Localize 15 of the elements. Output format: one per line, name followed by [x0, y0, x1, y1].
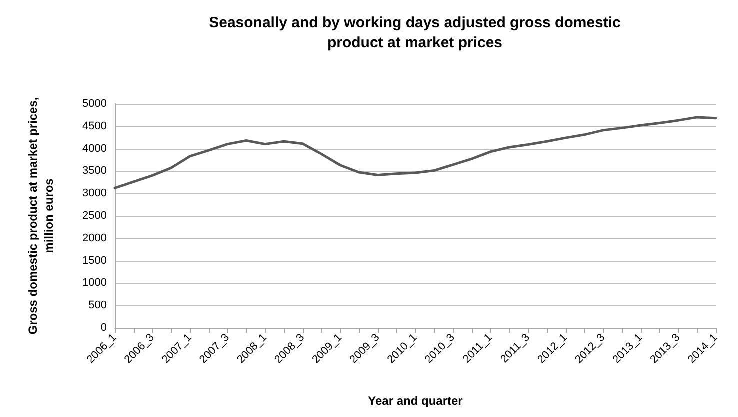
x-axis-title: Year and quarter — [368, 394, 464, 408]
y-tick-label: 4500 — [82, 120, 107, 132]
y-tick-label: 3500 — [82, 165, 107, 178]
y-tick-label: 5000 — [82, 98, 107, 110]
y-tick-label: 1000 — [82, 277, 107, 290]
chart-title: Seasonally and by working days adjusted gross domestic product at market prices — [209, 14, 621, 52]
y-tick-label: 4000 — [82, 142, 107, 155]
y-tick-label: 1500 — [82, 254, 107, 267]
y-tick-label: 2000 — [82, 232, 107, 244]
y-tick-label: 3000 — [82, 188, 107, 200]
y-axis-title: Gross domestic product at market prices, million euros — [26, 97, 56, 335]
line-series — [114, 116, 718, 190]
y-tick-label: 2500 — [82, 210, 107, 222]
y-tick-label: 500 — [88, 300, 107, 312]
y-tick-label: 0 — [100, 322, 107, 334]
